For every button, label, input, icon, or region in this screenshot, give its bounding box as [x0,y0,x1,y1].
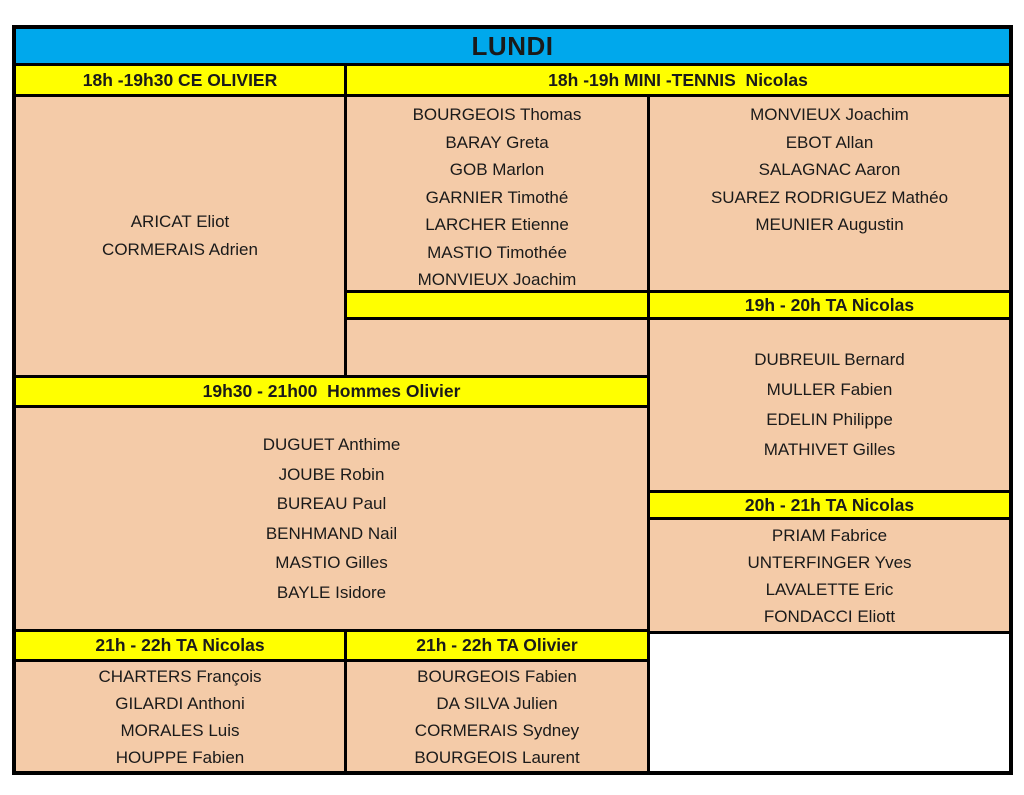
cell-ta-19-20-players: DUBREUIL Bernard MULLER Fabien EDELIN Ph… [650,320,1009,490]
empty-yellow-cell [347,293,647,317]
player-name: DUGUET Anthime [262,435,401,454]
player-name: MORALES Luis [120,720,240,740]
player-name: MONVIEUX Joachim [417,270,577,289]
cell-ta-21-22-olivier-players: BOURGEOIS Fabien DA SILVA Julien CORMERA… [347,662,647,771]
day-header: LUNDI [16,29,1009,63]
player-name: DUBREUIL Bernard [754,350,905,369]
cell-hommes-players: DUGUET Anthime JOUBE Robin BUREAU Paul B… [16,408,647,629]
empty-peach-cell [347,320,647,375]
player-name: BOURGEOIS Thomas [412,105,582,124]
player-name: SUAREZ RODRIGUEZ Mathéo [710,187,949,207]
player-name: SALAGNAC Aaron [758,160,901,179]
player-name: MONVIEUX Joachim [750,105,909,124]
player-name: BUREAU Paul [276,494,387,513]
player-name: MASTIO Gilles [275,553,388,572]
player-name: PRIAM Fabrice [771,525,888,545]
schedule-table: LUNDI 18h -19h30 CE OLIVIER 18h -19h MIN… [12,25,1013,775]
slot-header-ta-21-22-nicolas: 21h - 22h TA Nicolas [16,632,344,659]
empty-white-cell [650,634,1009,771]
player-name: BOURGEOIS Laurent [414,747,580,767]
player-name: LARCHER Etienne [425,215,569,234]
player-name: EDELIN Philippe [766,410,893,429]
slot-header-ta-19-20: 19h - 20h TA Nicolas [650,293,1009,317]
player-name: MEUNIER Augustin [755,215,904,234]
player-name: UNTERFINGER Yves [747,552,912,572]
table-body: ARICAT Eliot CORMERAIS Adrien BOURGEOIS … [16,97,1009,771]
bottom-left-column: 21h - 22h TA Nicolas CHARTERS François G… [16,632,344,771]
player-name: HOUPPE Fabien [115,747,245,767]
player-name: MATHIVET Gilles [763,440,896,459]
middle-column-top: BOURGEOIS Thomas BARAY Greta GOB Marlon … [347,97,647,375]
player-name: LAVALETTE Eric [765,579,894,599]
player-name: MASTIO Timothée [427,242,567,262]
cell-ce-olivier-players: ARICAT Eliot CORMERAIS Adrien [16,97,344,375]
slot-header-mini-tennis: 18h -19h MINI -TENNIS Nicolas [347,66,1009,94]
top-block: ARICAT Eliot CORMERAIS Adrien BOURGEOIS … [16,97,647,375]
cell-ta-21-22-nicolas-players: CHARTERS François GILARDI Anthoni MORALE… [16,662,344,771]
slot-header-ce-olivier: 18h -19h30 CE OLIVIER [16,66,344,94]
slot-header-hommes: 19h30 - 21h00 Hommes Olivier [16,378,647,405]
slot-header-ta-21-22-olivier: 21h - 22h TA Olivier [347,632,647,659]
player-name: GILARDI Anthoni [115,693,245,713]
player-name: EBOT Allan [785,132,874,152]
player-name: BAYLE Isidore [276,582,387,602]
player-name: BENHMAND Nail [265,523,398,543]
player-name: JOUBE Robin [278,464,385,484]
player-name: DA SILVA Julien [436,693,558,713]
left-middle-columns: ARICAT Eliot CORMERAIS Adrien BOURGEOIS … [16,97,647,771]
player-name: MULLER Fabien [766,380,893,399]
cell-mini-tennis-group2: MONVIEUX Joachim EBOT Allan SALAGNAC Aar… [650,97,1009,290]
cell-ta-20-21-players: PRIAM Fabrice UNTERFINGER Yves LAVALETTE… [650,520,1009,631]
player-name: CHARTERS François [98,666,262,686]
slot-header-ta-20-21: 20h - 21h TA Nicolas [650,493,1009,517]
player-name: BARAY Greta [445,132,549,152]
player-name: GOB Marlon [449,160,545,179]
player-name: BOURGEOIS Fabien [417,666,577,686]
player-name: GARNIER Timothé [425,187,569,207]
player-name: ARICAT Eliot [130,212,230,231]
player-name: CORMERAIS Adrien [102,240,258,259]
player-name: CORMERAIS Sydney [414,720,580,740]
player-name: FONDACCI Eliott [763,606,896,626]
right-column: MONVIEUX Joachim EBOT Allan SALAGNAC Aar… [650,97,1009,771]
bottom-middle-column: 21h - 22h TA Olivier BOURGEOIS Fabien DA… [347,632,647,771]
cell-mini-tennis-group1: BOURGEOIS Thomas BARAY Greta GOB Marlon … [347,97,647,290]
slot-header-row: 18h -19h30 CE OLIVIER 18h -19h MINI -TEN… [16,66,1009,94]
bottom-block: 21h - 22h TA Nicolas CHARTERS François G… [16,632,647,771]
